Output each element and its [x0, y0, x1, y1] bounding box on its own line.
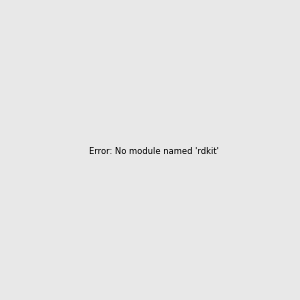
Text: Error: No module named 'rdkit': Error: No module named 'rdkit' [89, 147, 219, 156]
